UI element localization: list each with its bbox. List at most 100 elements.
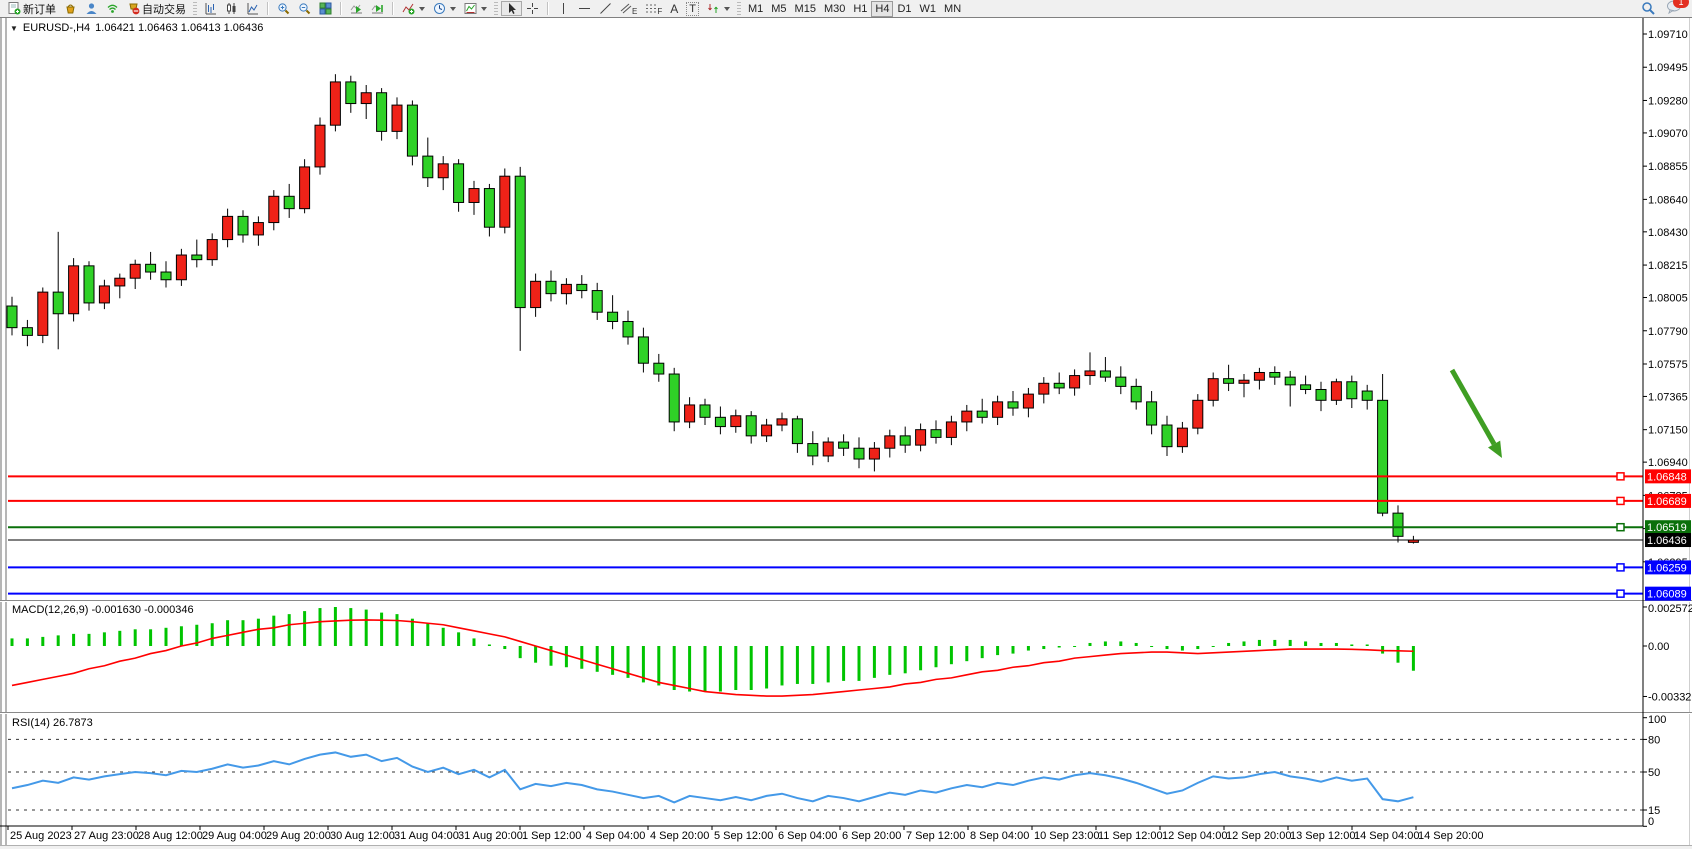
- timeframe-button-d1[interactable]: D1: [897, 2, 912, 15]
- cursor-button[interactable]: [501, 1, 522, 16]
- text-label-button[interactable]: T: [682, 1, 703, 16]
- text-button[interactable]: A: [666, 1, 682, 16]
- macd-histogram-bar: [734, 646, 738, 691]
- chart-menu-icon[interactable]: ▼: [10, 23, 18, 33]
- equidistant-channel-button[interactable]: E: [616, 1, 641, 16]
- timeframe-button-mn[interactable]: MN: [944, 2, 962, 15]
- search-icon[interactable]: [1641, 1, 1656, 16]
- date-label: 12 Sep 04:00: [1162, 830, 1227, 842]
- level-line-handle[interactable]: [1616, 522, 1625, 532]
- macd-histogram-bar: [441, 627, 445, 646]
- date-label: 11 Sep 12:00: [1098, 830, 1163, 842]
- profile-button[interactable]: [81, 1, 102, 16]
- signals-button[interactable]: [102, 1, 123, 16]
- toolbar-separator: [340, 2, 342, 15]
- macd-histogram-bar: [996, 646, 1000, 656]
- crosshair-icon: [527, 3, 538, 14]
- candle-body: [622, 320, 634, 338]
- indicators-icon: [402, 3, 415, 15]
- zoom-out-button[interactable]: [294, 1, 315, 16]
- candle-body: [530, 280, 542, 309]
- macd-histogram-bar: [1180, 646, 1184, 651]
- timeframe-button-m5[interactable]: M5: [771, 2, 787, 15]
- trendline-button[interactable]: [595, 1, 616, 16]
- timeframe-button-h4[interactable]: H4: [871, 0, 894, 17]
- styler-button[interactable]: [60, 1, 81, 16]
- signal-icon: [107, 4, 118, 13]
- timeframe-button-h1[interactable]: H1: [853, 2, 868, 15]
- macd-histogram-bar: [657, 646, 661, 686]
- candle-body: [1361, 390, 1373, 401]
- trendline-icon: [600, 3, 611, 14]
- autoscroll-button[interactable]: [346, 1, 367, 16]
- timeframe-button-m15[interactable]: M15: [794, 2, 816, 15]
- date-label: 28 Aug 12:00: [138, 830, 203, 842]
- macd-histogram-bar: [195, 624, 199, 646]
- rsi-axis-label: 0: [1648, 816, 1654, 828]
- level-line-handle[interactable]: [1616, 496, 1625, 506]
- candlestick-chart-button[interactable]: [221, 1, 242, 16]
- notifications-button[interactable]: 1: [1666, 0, 1689, 17]
- timeframe-button-m1[interactable]: M1: [747, 2, 764, 15]
- chart-shift-button[interactable]: [367, 1, 388, 16]
- level-line-handle[interactable]: [1616, 589, 1625, 598]
- timeframe-button-w1[interactable]: W1: [919, 2, 937, 15]
- level-line-handle[interactable]: [1616, 563, 1625, 572]
- clock-icon: [434, 3, 445, 14]
- fibonacci-button[interactable]: F: [641, 1, 666, 16]
- timeframe-button-m30[interactable]: M30: [823, 2, 846, 15]
- horizontal-line-button[interactable]: [574, 1, 595, 16]
- price-axis-label: 1.07365: [1648, 391, 1688, 403]
- candle-body: [114, 277, 126, 287]
- candle-body: [499, 175, 511, 228]
- level-line-handle[interactable]: [1616, 472, 1625, 481]
- candle-body: [52, 291, 64, 315]
- macd-histogram-bar: [226, 620, 230, 646]
- candle-body: [98, 285, 110, 304]
- autotrading-button[interactable]: 自动交易: [123, 1, 190, 16]
- candle-body: [761, 424, 773, 437]
- tile-windows-button[interactable]: [315, 1, 336, 16]
- channel-letter: E: [632, 7, 638, 16]
- candle-body: [1115, 376, 1127, 387]
- toolbar-grip: [736, 2, 741, 15]
- macd-histogram-bar: [210, 623, 214, 646]
- date-label: 4 Sep 04:00: [586, 830, 645, 842]
- indicators-button[interactable]: [398, 1, 429, 16]
- macd-histogram-bar: [1134, 642, 1138, 646]
- candle-body: [68, 265, 80, 315]
- candle-body: [252, 222, 264, 236]
- person-icon: [86, 3, 97, 14]
- new-order-button[interactable]: 新订单: [4, 1, 60, 16]
- arrows-button[interactable]: [703, 1, 734, 16]
- channel-icon: [620, 3, 632, 14]
- fibonacci-icon: [646, 4, 657, 13]
- bar-chart-icon: [205, 3, 216, 15]
- macd-histogram-bar: [364, 609, 368, 646]
- macd-histogram-bar: [426, 623, 430, 646]
- zoom-in-button[interactable]: [273, 1, 294, 16]
- periods-button[interactable]: [429, 1, 460, 16]
- vertical-line-button[interactable]: [553, 1, 574, 16]
- candle-body: [222, 215, 234, 241]
- candle-body: [1053, 382, 1065, 389]
- macd-histogram-bar: [518, 646, 522, 659]
- line-chart-button[interactable]: [242, 1, 263, 16]
- candle-body: [453, 163, 465, 203]
- arrow-annotation[interactable]: [1449, 368, 1497, 446]
- candle-body: [822, 441, 834, 457]
- crosshair-button[interactable]: [522, 1, 543, 16]
- macd-histogram-bar: [318, 608, 322, 646]
- macd-axis-label: 0.002572: [1648, 603, 1692, 615]
- macd-histogram-bar: [1011, 646, 1015, 654]
- chevron-down-icon: [419, 6, 425, 11]
- rsi-axis-label: 80: [1648, 734, 1660, 746]
- macd-histogram-bar: [457, 632, 461, 646]
- price-level-label-box: [1645, 520, 1691, 535]
- arrow-annotation-head[interactable]: [1488, 440, 1502, 458]
- templates-button[interactable]: [460, 1, 491, 16]
- date-label: 12 Sep 20:00: [1226, 830, 1291, 842]
- bar-chart-button[interactable]: [200, 1, 221, 16]
